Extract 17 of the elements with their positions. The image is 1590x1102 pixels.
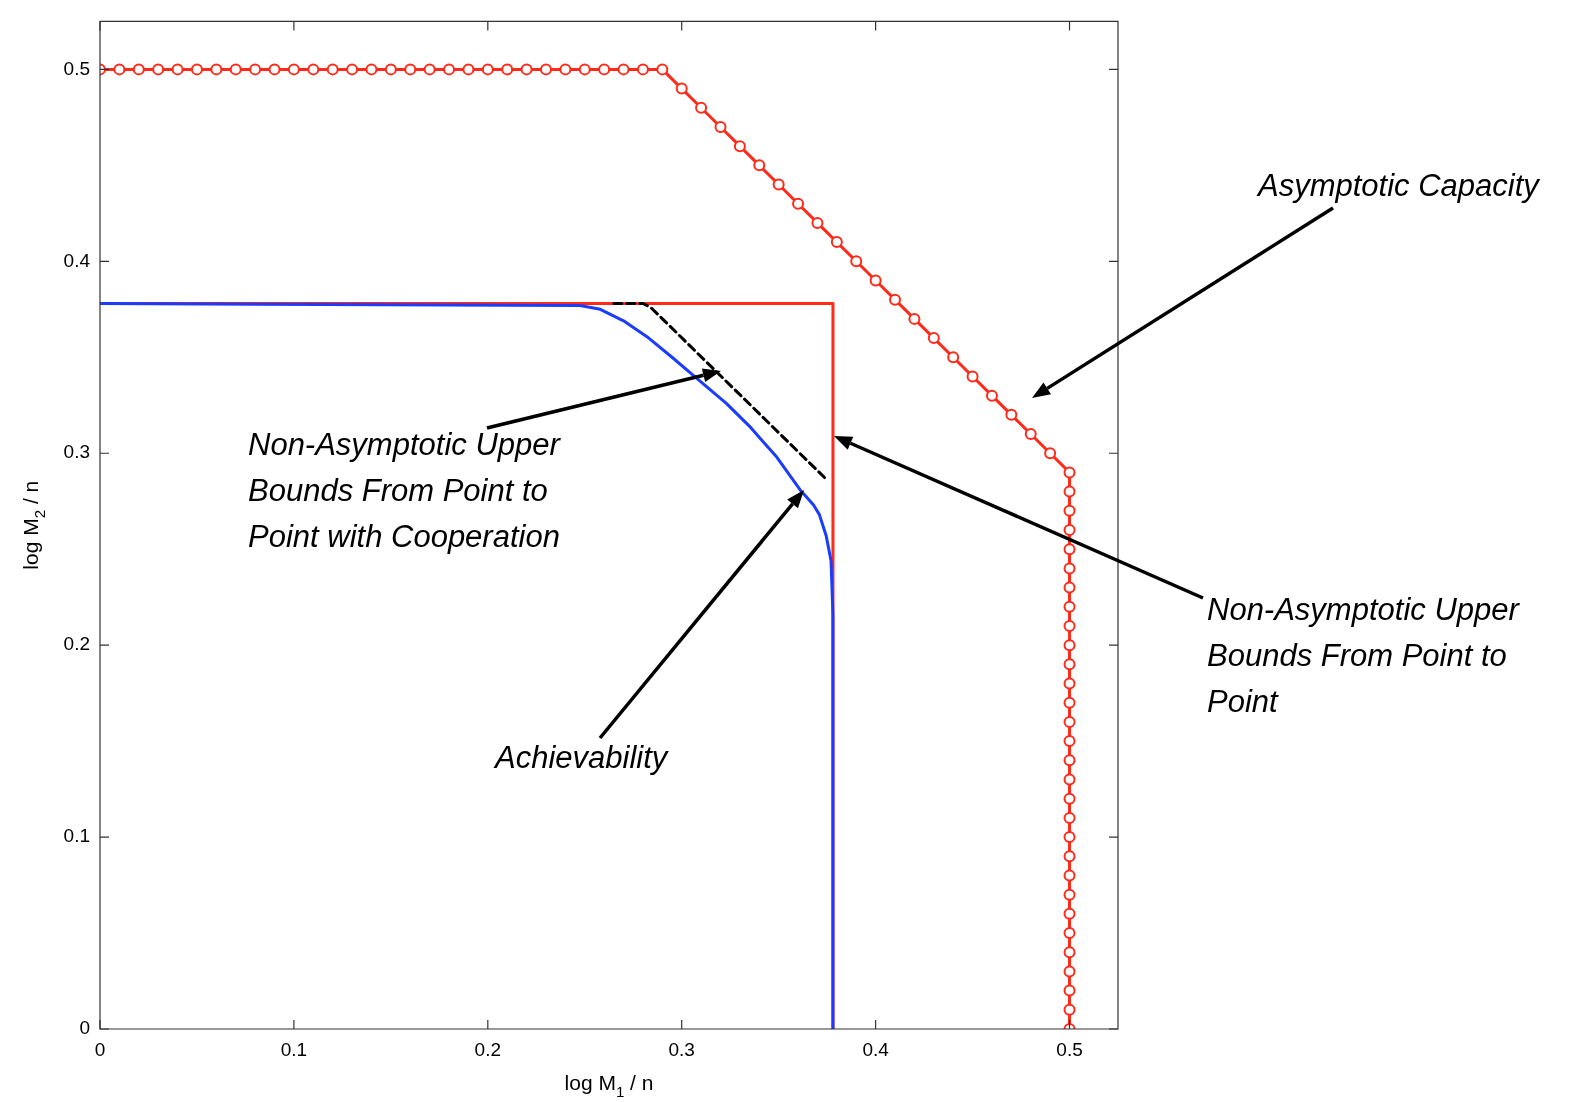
x-tick-label: 0.5: [1056, 1038, 1083, 1060]
x-tick-label: 0.3: [668, 1038, 695, 1060]
y-tick-label: 0: [79, 1017, 90, 1039]
y-axis-title: log M2 / n: [19, 480, 49, 570]
x-tick-label: 0.4: [862, 1038, 890, 1060]
x-tick-label: 0.2: [474, 1038, 502, 1060]
x-tick-label: 0: [94, 1038, 106, 1060]
text: Asymptotic Capacity: [1256, 168, 1542, 203]
y-tick-label: 0.4: [63, 249, 91, 271]
y-tick-label: 0.5: [63, 57, 90, 79]
annotation: Non-Asymptotic Upper Bounds From Point to Point with Cooperation: [248, 427, 562, 554]
x-tick-label: 0.1: [280, 1038, 308, 1060]
y-tick-label: 0.2: [63, 633, 90, 655]
text: Non-Asymptotic Upper Bounds From Point to Point: [1207, 592, 1521, 719]
annotation: Achievability: [493, 740, 670, 775]
y-tick-label: 0.1: [63, 825, 90, 847]
y-tick-label: 0.3: [63, 441, 90, 463]
